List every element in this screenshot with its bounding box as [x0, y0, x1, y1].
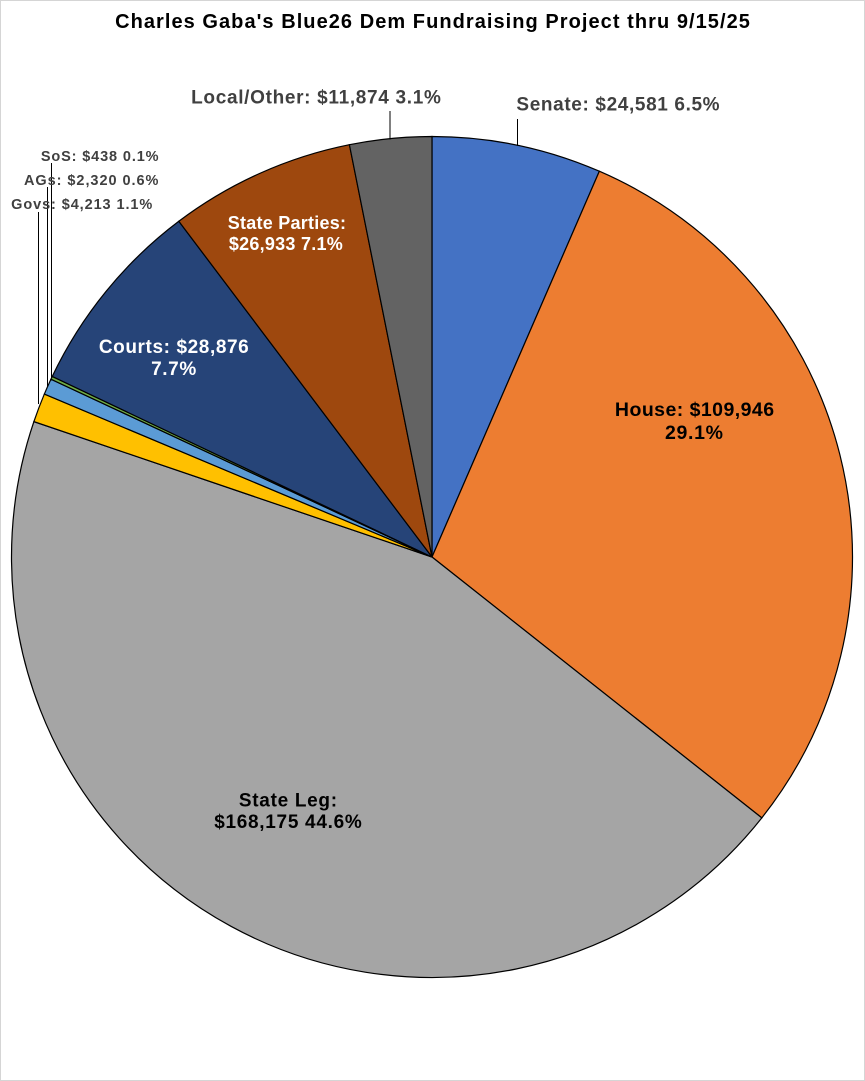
svg-text:29.1%: 29.1% — [665, 422, 724, 444]
svg-text:Courts: $28,876: Courts: $28,876 — [99, 337, 250, 358]
svg-text:Charles Gaba's Blue26 Dem Fund: Charles Gaba's Blue26 Dem Fundraising Pr… — [115, 11, 751, 33]
svg-text:State Leg:: State Leg: — [239, 791, 338, 812]
svg-text:House: $109,946: House: $109,946 — [615, 399, 775, 421]
svg-text:$26,933 7.1%: $26,933 7.1% — [229, 234, 343, 254]
svg-text:SoS: $438 0.1%: SoS: $438 0.1% — [41, 149, 160, 165]
svg-text:AGs: $2,320 0.6%: AGs: $2,320 0.6% — [24, 173, 159, 189]
svg-text:Govs: $4,213 1.1%: Govs: $4,213 1.1% — [11, 197, 153, 213]
svg-text:$168,175 44.6%: $168,175 44.6% — [214, 812, 362, 833]
svg-text:Senate: $24,581 6.5%: Senate: $24,581 6.5% — [516, 94, 720, 115]
svg-text:State Parties:: State Parties: — [228, 213, 347, 233]
svg-text:7.7%: 7.7% — [151, 359, 197, 380]
svg-text:Local/Other: $11,874 3.1%: Local/Other: $11,874 3.1% — [191, 87, 441, 108]
